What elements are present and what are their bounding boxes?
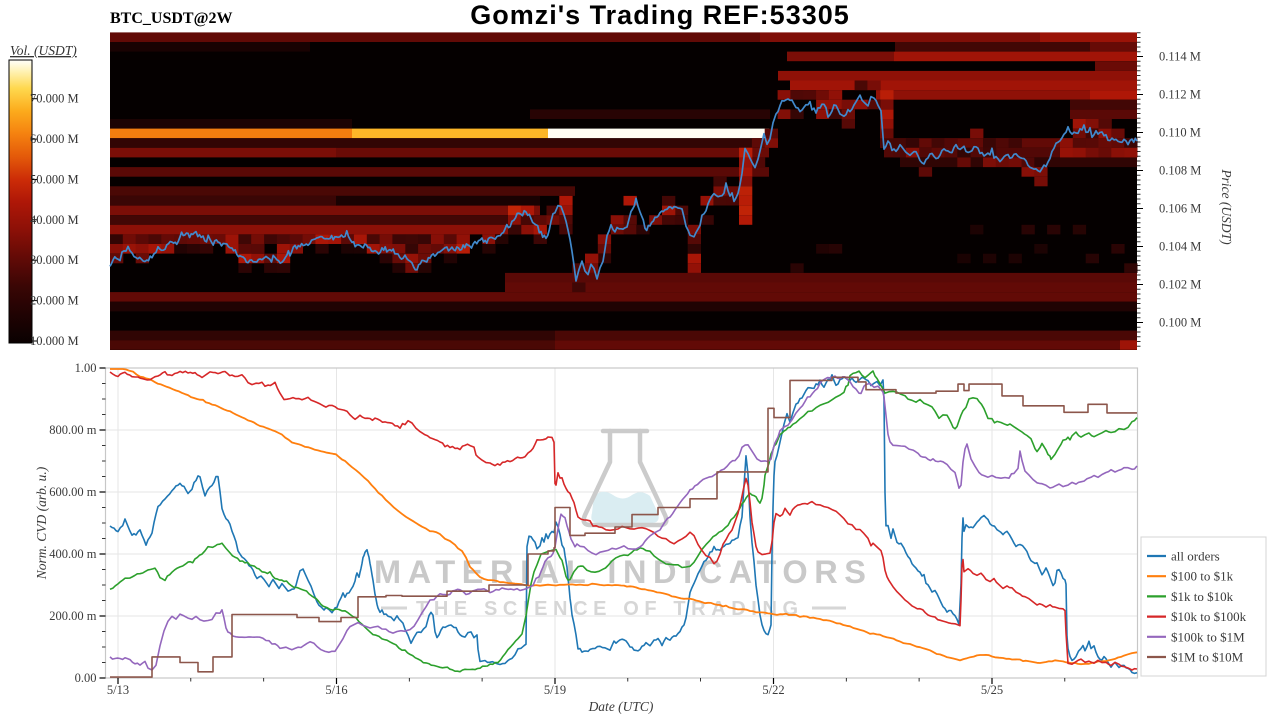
svg-text:600.00 m: 600.00 m xyxy=(49,485,97,499)
svg-text:0.00: 0.00 xyxy=(75,671,97,685)
svg-text:0.106 M: 0.106 M xyxy=(1159,202,1201,216)
svg-text:0.100 M: 0.100 M xyxy=(1159,316,1201,330)
svg-text:Gomzi's Trading REF:53305: Gomzi's Trading REF:53305 xyxy=(470,0,850,30)
svg-text:Norm. CVD (arb. u.): Norm. CVD (arb. u.) xyxy=(34,466,49,580)
svg-text:5/13: 5/13 xyxy=(107,683,129,697)
svg-text:MATERIAL INDICATORS: MATERIAL INDICATORS xyxy=(374,554,873,590)
svg-text:$1k to $10k: $1k to $10k xyxy=(1171,589,1234,604)
svg-text:5/19: 5/19 xyxy=(544,683,566,697)
svg-text:5/22: 5/22 xyxy=(762,683,784,697)
svg-text:$100 to $1k: $100 to $1k xyxy=(1171,569,1234,584)
svg-text:40.000 M: 40.000 M xyxy=(30,213,79,227)
svg-text:$10k to $100k: $10k to $100k xyxy=(1171,609,1247,624)
svg-text:0.108 M: 0.108 M xyxy=(1159,164,1201,178)
svg-text:5/25: 5/25 xyxy=(981,683,1003,697)
svg-text:50.000 M: 50.000 M xyxy=(30,173,79,187)
svg-text:800.00 m: 800.00 m xyxy=(49,423,97,437)
svg-text:5/16: 5/16 xyxy=(325,683,347,697)
svg-text:0.102 M: 0.102 M xyxy=(1159,278,1201,292)
svg-text:20.000 M: 20.000 M xyxy=(30,294,79,308)
svg-text:10.000 M: 10.000 M xyxy=(30,334,79,348)
svg-text:Date (UTC): Date (UTC) xyxy=(588,699,654,714)
svg-text:all orders: all orders xyxy=(1171,549,1220,564)
svg-text:30.000 M: 30.000 M xyxy=(30,253,79,267)
svg-text:Vol. (USDT): Vol. (USDT) xyxy=(10,43,77,58)
svg-text:0.110 M: 0.110 M xyxy=(1159,126,1201,140)
svg-text:$100k to $1M: $100k to $1M xyxy=(1171,629,1245,644)
svg-text:0.104 M: 0.104 M xyxy=(1159,240,1201,254)
svg-text:60.000 M: 60.000 M xyxy=(30,132,79,146)
svg-text:70.000 M: 70.000 M xyxy=(30,92,79,106)
svg-text:200.00 m: 200.00 m xyxy=(49,609,97,623)
svg-text:Price (USDT): Price (USDT) xyxy=(1219,168,1234,245)
svg-text:0.112 M: 0.112 M xyxy=(1159,88,1201,102)
svg-text:THE SCIENCE OF TRADING: THE SCIENCE OF TRADING xyxy=(416,598,804,620)
svg-text:1.00: 1.00 xyxy=(75,361,97,375)
svg-text:0.114 M: 0.114 M xyxy=(1159,50,1201,64)
svg-text:400.00 m: 400.00 m xyxy=(49,547,97,561)
svg-text:$1M to $10M: $1M to $10M xyxy=(1171,650,1244,665)
svg-text:BTC_USDT@2W: BTC_USDT@2W xyxy=(110,10,232,27)
